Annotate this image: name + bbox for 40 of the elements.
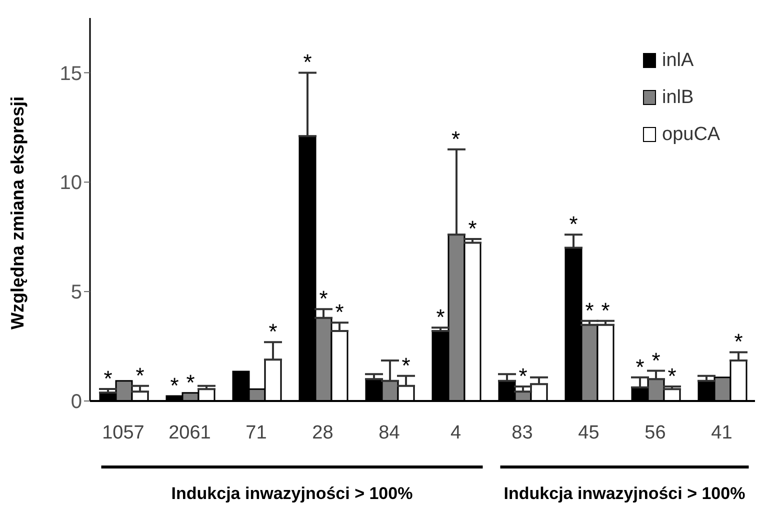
data-label: * (601, 298, 610, 323)
data-label: * (319, 286, 328, 312)
x-tick-label: 41 (711, 422, 732, 444)
data-label: * (186, 370, 196, 395)
y-tick-label: 15 (60, 62, 82, 85)
text: Indukcja inwazyjności > 100% (502, 484, 746, 504)
y-tick-label: 0 (70, 391, 82, 414)
x-tick-label: 84 (378, 422, 400, 444)
x-tick-label: 83 (512, 422, 533, 444)
x-tick-label: 1057 (102, 422, 144, 444)
data-label: * (569, 212, 578, 237)
data-label: * (734, 329, 744, 354)
data-label: * (268, 319, 278, 344)
data-label: * (303, 50, 312, 75)
x-tick-label: 2061 (168, 422, 211, 444)
data-label: * (518, 364, 528, 389)
x-tick-label: 56 (644, 422, 666, 444)
legend-label: opuCA (662, 124, 720, 146)
data-label: * (652, 348, 661, 373)
annotation: * (451, 126, 460, 152)
data-label: * (170, 372, 180, 398)
x-tick-label: 71 (246, 422, 267, 444)
data-label: * (585, 298, 594, 323)
data-label: * (436, 304, 446, 330)
data-label: * (636, 354, 645, 380)
text: Indukcja inwazyjności > 100% (170, 484, 414, 504)
x-tick-label: 28 (312, 422, 334, 444)
data-label: * (335, 300, 344, 325)
data-label: * (668, 364, 677, 389)
x-tick-label: 45 (578, 422, 600, 444)
legend-label: inlA (662, 50, 694, 72)
data-label: * (136, 362, 145, 388)
data-label: * (402, 352, 411, 378)
data-label: * (104, 366, 113, 391)
y-tick-label: 5 (70, 282, 82, 304)
legend-label: inlB (662, 86, 694, 108)
x-tick-label: 4 (450, 422, 462, 444)
y-axis-title: Względna zmiana ekspresji (7, 96, 28, 330)
y-tick-label: 10 (60, 172, 82, 194)
data-label: * (468, 216, 478, 242)
